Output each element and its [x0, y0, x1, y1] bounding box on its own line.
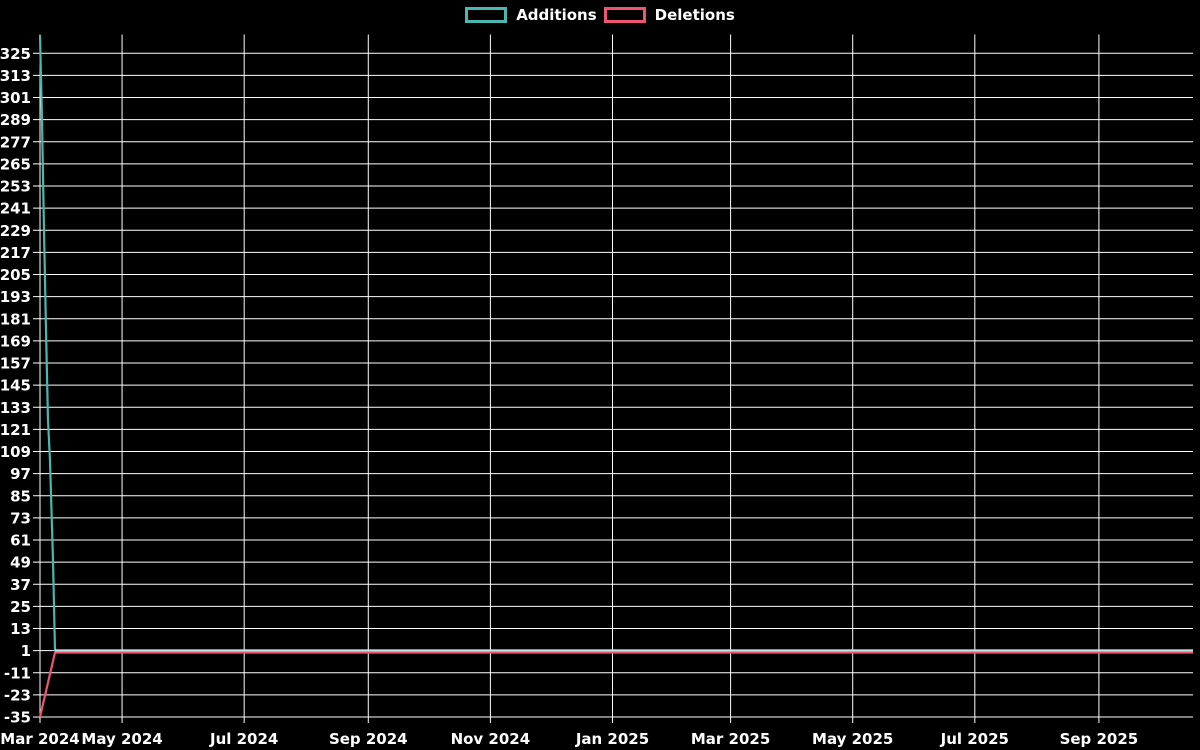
y-tick-label: 97: [10, 465, 31, 483]
y-tick-label: -23: [4, 686, 31, 704]
x-tick-label: Nov 2024: [451, 730, 531, 748]
x-tick-label: May 2025: [812, 730, 893, 748]
y-tick-label: 73: [10, 509, 31, 527]
x-tick-label: Sep 2024: [329, 730, 408, 748]
y-tick-label: 1: [21, 642, 31, 660]
y-tick-label: 169: [0, 332, 31, 350]
y-tick-label: 313: [0, 67, 31, 85]
x-tick-labels: Mar 2024 May 2024 Jul 2024 Sep 2024 Nov 2024…: [0, 730, 1138, 748]
y-tick-label: 265: [0, 155, 31, 173]
legend-item-additions[interactable]: Additions: [465, 5, 597, 25]
legend-item-label: Additions: [516, 6, 597, 24]
y-tick-labels: -35 -23 -11 1 13 25 37 49 61 73 85 97 109 121 133 145 15…: [0, 45, 31, 727]
x-tick-label: Mar 2024: [0, 730, 79, 748]
x-tick-label: May 2024: [81, 730, 162, 748]
legend-swatch-icon: [465, 7, 508, 23]
y-tick-label: 145: [0, 377, 31, 395]
y-tick-label: 241: [0, 200, 31, 218]
y-tick-label: 277: [0, 133, 31, 151]
x-tick-label: Jul 2024: [209, 730, 278, 748]
y-tick-label: 193: [0, 288, 31, 306]
legend-item-deletions[interactable]: Deletions: [603, 5, 735, 25]
y-tick-label: 301: [0, 89, 31, 107]
y-tick-label: 37: [10, 576, 31, 594]
y-tick-label: 229: [0, 222, 31, 240]
y-tick-label: 49: [10, 554, 31, 572]
y-tick-label: -11: [4, 664, 31, 682]
y-tick-label: 13: [10, 620, 31, 638]
y-tick-label: 181: [0, 310, 31, 328]
y-tick-label: 109: [0, 443, 31, 461]
legend-swatch-icon: [603, 7, 646, 23]
x-tick-label: Sep 2025: [1060, 730, 1139, 748]
y-tick-label: 289: [0, 111, 31, 129]
y-tick-label: 217: [0, 244, 31, 262]
deletions-line: [38, 651, 1193, 718]
y-tick-label: -35: [4, 709, 31, 727]
y-gridlines: [33, 52, 1193, 718]
y-tick-label: 85: [10, 487, 31, 505]
y-tick-label: 253: [0, 178, 31, 196]
legend: Additions Deletions: [0, 5, 1200, 25]
y-tick-label: 133: [0, 399, 31, 417]
legend-item-label: Deletions: [654, 6, 735, 24]
y-tick-label: 121: [0, 421, 31, 439]
x-gridlines: [39, 34, 1100, 723]
y-tick-label: 157: [0, 355, 31, 373]
x-tick-label: Mar 2025: [691, 730, 770, 748]
y-tick-label: 61: [10, 532, 31, 550]
additions-line: [38, 34, 1193, 652]
x-tick-label: Jan 2025: [575, 730, 649, 748]
y-tick-label: 25: [10, 598, 31, 616]
y-tick-label: 325: [0, 45, 31, 63]
x-tick-label: Jul 2025: [940, 730, 1009, 748]
y-tick-label: 205: [0, 266, 31, 284]
